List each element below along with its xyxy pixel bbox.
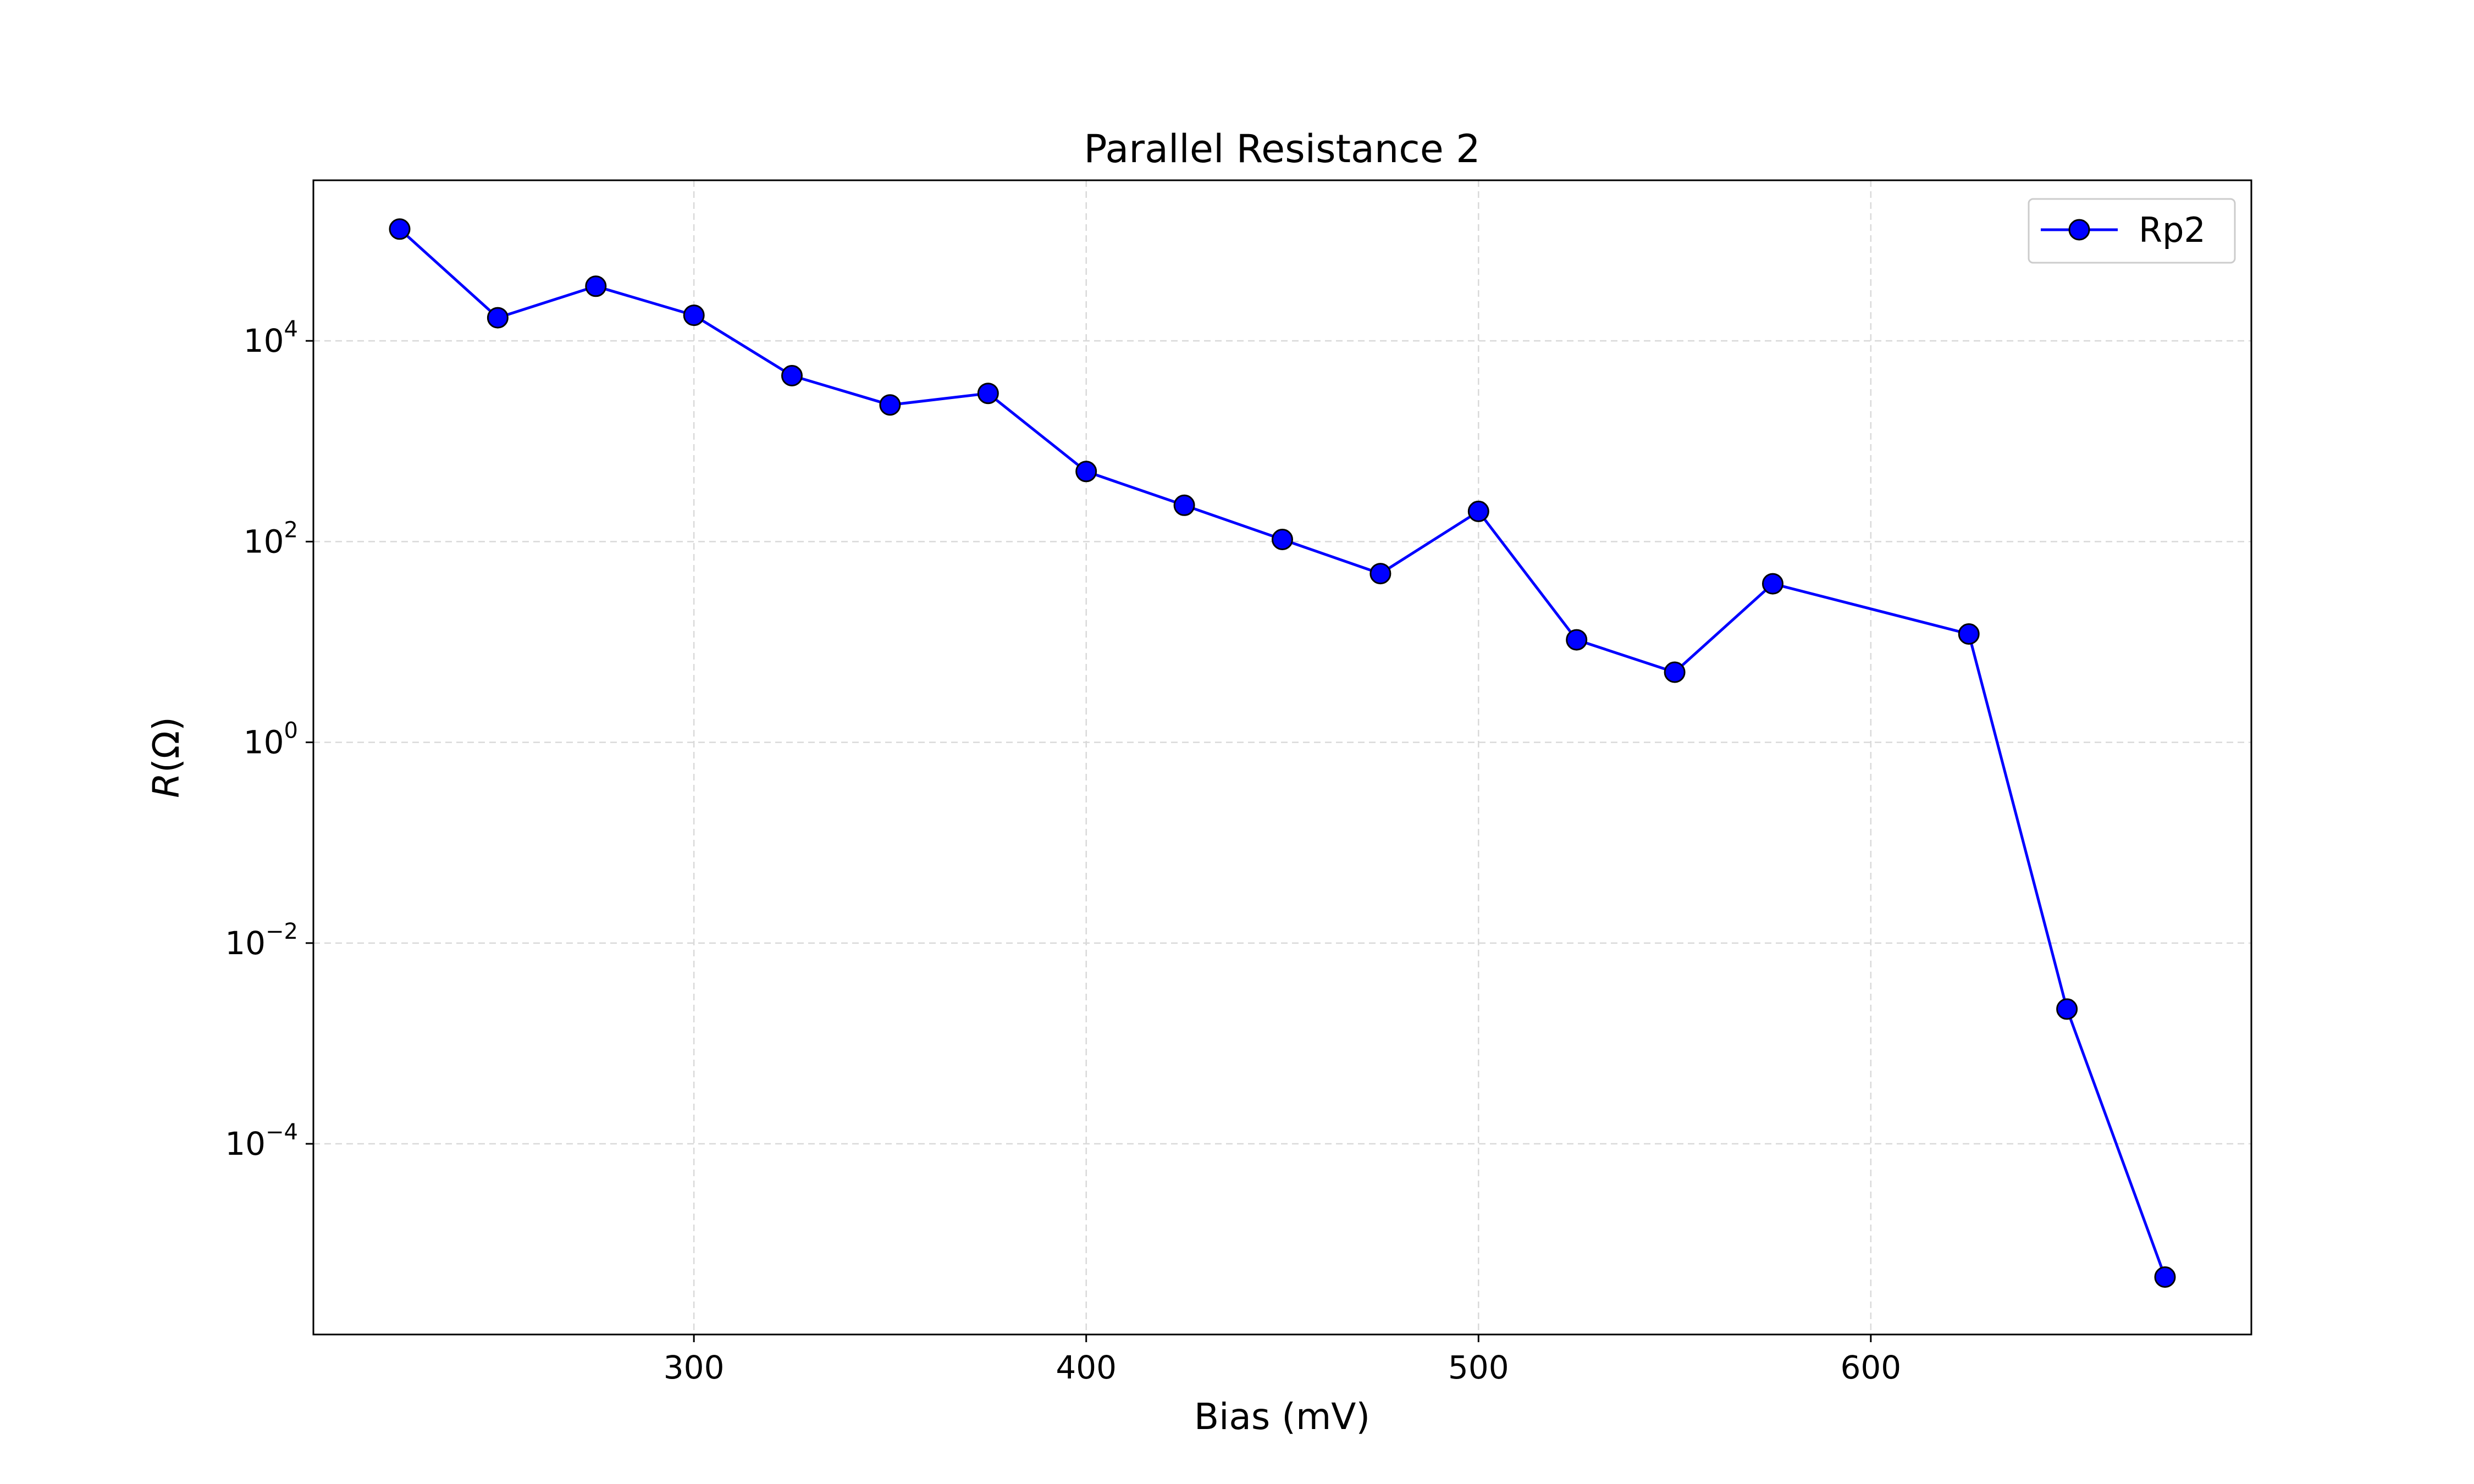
data-point: [977, 383, 999, 405]
data-point: [1075, 461, 1097, 483]
data-point: [585, 275, 607, 297]
legend-label-rp2: Rp2: [2139, 210, 2206, 250]
data-point: [1566, 629, 1588, 651]
x-axis-ticks: 300 400 500 600: [664, 1335, 1901, 1386]
data-point: [1958, 623, 1980, 645]
x-axis-label: Bias (mV): [1194, 1396, 1370, 1438]
x-tick-label: 300: [664, 1349, 725, 1386]
data-point: [2056, 998, 2078, 1020]
x-tick-label: 400: [1056, 1349, 1117, 1386]
data-point: [1664, 661, 1686, 683]
y-axis-ticks: 104 102 100 10−2 10−4: [225, 317, 313, 1162]
data-point: [781, 365, 803, 386]
legend-marker-swatch: [2068, 219, 2090, 241]
data-point: [2154, 1266, 2176, 1288]
series-rp2: [389, 218, 2176, 1288]
data-point: [389, 218, 411, 240]
plot-area-frame: [312, 179, 2252, 1336]
x-tick-label: 500: [1448, 1349, 1509, 1386]
grid: [313, 180, 2251, 1335]
y-tick-label: 104: [244, 317, 298, 359]
data-point: [1173, 494, 1195, 516]
data-point: [1762, 573, 1783, 595]
x-tick-label: 600: [1840, 1349, 1901, 1386]
series-line-rp2: [399, 228, 2167, 1278]
chart-title: Parallel Resistance 2: [1084, 126, 1480, 171]
data-point: [1369, 563, 1391, 585]
data-point: [1272, 529, 1293, 550]
data-point: [683, 304, 705, 326]
y-tick-label: 10−4: [225, 1120, 298, 1162]
y-axis-label: R(Ω): [145, 717, 187, 798]
data-point: [487, 307, 509, 329]
y-tick-label: 100: [244, 718, 298, 761]
legend: Rp2: [2028, 198, 2236, 264]
data-point: [879, 394, 901, 416]
data-point: [1467, 500, 1489, 522]
y-tick-label: 102: [244, 517, 298, 560]
y-tick-label: 10−2: [225, 919, 298, 962]
legend-box: [2028, 198, 2236, 264]
